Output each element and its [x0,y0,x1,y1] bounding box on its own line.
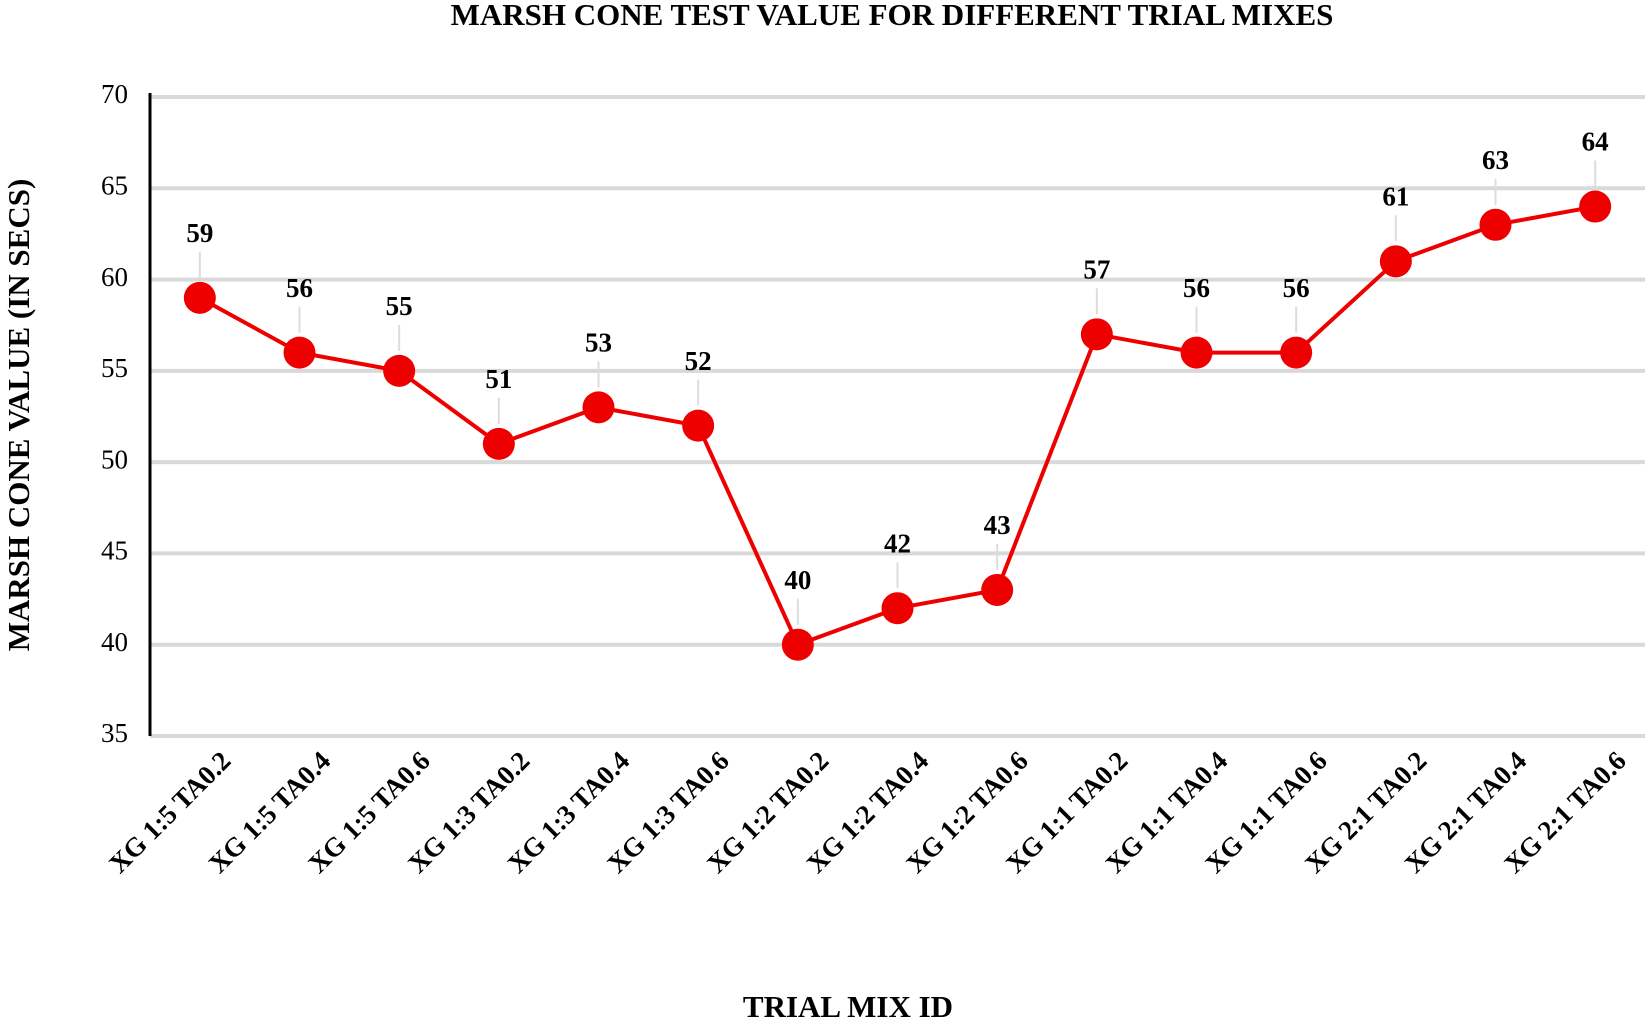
point [682,409,715,442]
data-label: 55 [386,291,413,321]
data-label: 52 [685,346,712,376]
x-axis-label: TRIAL MIX ID [743,989,953,1024]
chart-title: MARSH CONE TEST VALUE FOR DIFFERENT TRIA… [451,0,1334,32]
point [582,391,615,424]
data-label: 56 [1183,273,1210,303]
point [1479,208,1512,241]
data-label: 64 [1582,127,1609,157]
y-tick-label: 40 [101,627,128,657]
point [183,281,216,314]
data-label: 40 [784,565,811,595]
point [1280,336,1313,369]
data-label: 56 [286,273,313,303]
data-label: 56 [1283,273,1310,303]
data-label: 59 [186,218,213,248]
y-axis-label: MARSH CONE VALUE (IN SECS) [1,179,36,652]
data-label: 53 [585,328,612,358]
y-tick-label: 35 [101,718,128,748]
data-label: 61 [1382,182,1409,212]
point [383,354,416,387]
y-tick-label: 65 [101,170,128,200]
y-tick-label: 70 [101,79,128,109]
point [781,628,814,661]
data-label: 51 [485,364,512,394]
y-tick-label: 55 [101,353,128,383]
point [1579,190,1612,223]
point [482,427,515,460]
point [1379,245,1412,278]
point [881,592,914,625]
data-label: 43 [984,510,1011,540]
data-label: 42 [884,528,911,558]
point [1180,336,1213,369]
y-tick-label: 60 [101,262,128,292]
y-tick-label: 50 [101,444,128,474]
point [283,336,316,369]
data-label: 63 [1482,145,1509,175]
point [981,573,1014,606]
y-tick-label: 45 [101,536,128,566]
point [1080,318,1113,351]
data-label: 57 [1083,255,1110,285]
